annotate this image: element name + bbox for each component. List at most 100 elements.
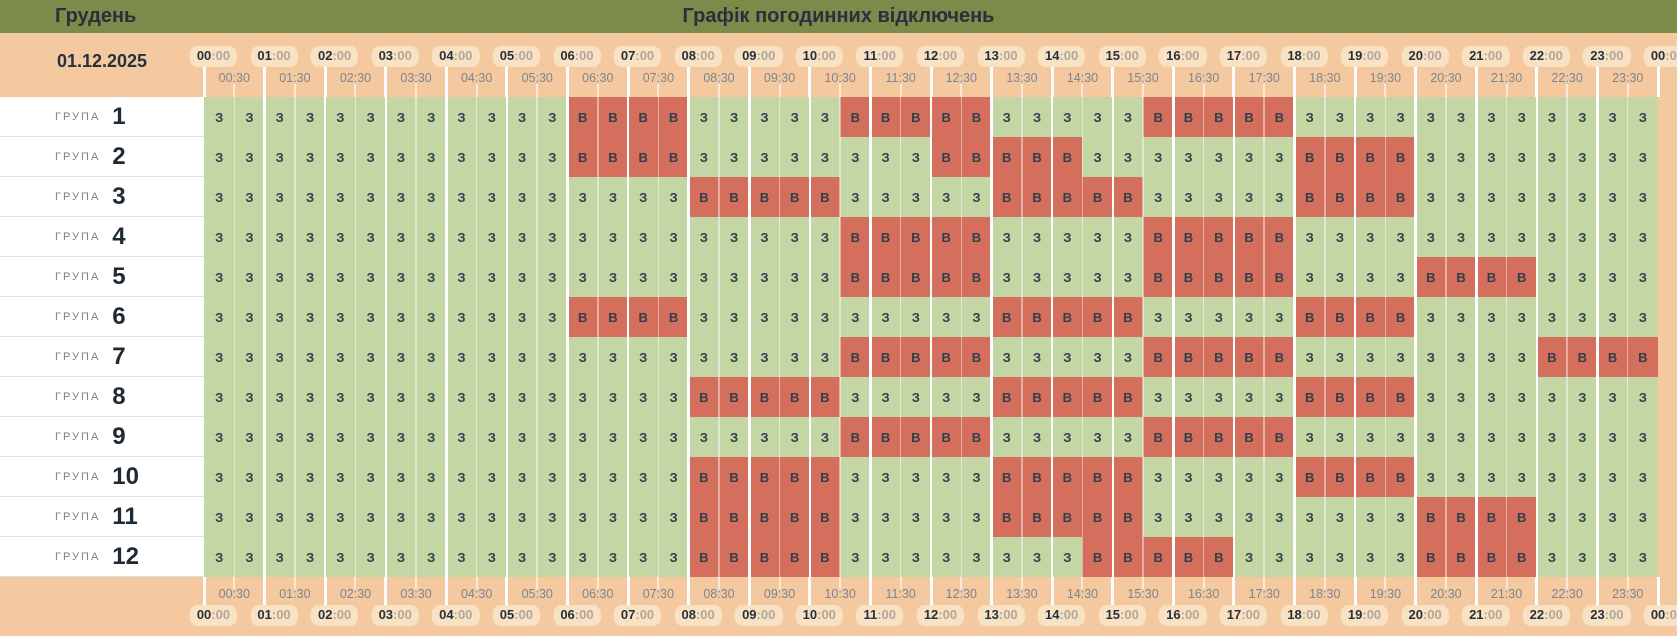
half-hour-label: 16:30 (1187, 71, 1220, 85)
schedule-cell: З (294, 217, 326, 257)
schedule-cell: В (1324, 137, 1356, 177)
hour-pill-hour: 01 (257, 48, 272, 63)
hour-tick (1353, 67, 1357, 97)
schedule-cell: В (1173, 537, 1204, 577)
schedule-cell: В (1264, 257, 1295, 297)
schedule-cell: З (234, 537, 265, 577)
hour-pill-minutes: :00 (817, 48, 836, 63)
half-hour-label: 07:30 (642, 587, 675, 601)
schedule-cell: В (718, 377, 750, 417)
half-hour-tick (899, 84, 902, 97)
schedule-cell: З (718, 217, 750, 257)
schedule-cell: В (1021, 137, 1053, 177)
half-hour-tick (1626, 84, 1629, 97)
schedule-cell: З (385, 377, 417, 417)
schedule-cell: З (1264, 377, 1295, 417)
hour-pill: 23:00 (1583, 605, 1631, 626)
half-hour-label: 00:30 (218, 71, 250, 85)
schedule-cell: З (537, 257, 568, 297)
schedule-cell: В (1203, 257, 1234, 297)
hour-pill: 21:00 (1462, 605, 1510, 626)
schedule-cell: З (204, 537, 235, 577)
schedule-cell: З (506, 417, 538, 457)
schedule-cell: В (1355, 377, 1386, 417)
grid-half-hour-line (1566, 97, 1568, 577)
schedule-cell: З (325, 417, 356, 457)
schedule-cell: З (1264, 537, 1295, 577)
schedule-cell: З (1385, 217, 1416, 257)
schedule-cell: З (628, 377, 659, 417)
group-number: 6 (112, 302, 126, 330)
schedule-cell: В (1627, 337, 1658, 377)
schedule-cell: З (204, 217, 235, 257)
schedule-cell: З (506, 137, 538, 177)
schedule-cell: З (476, 417, 507, 457)
hour-tick (808, 67, 812, 97)
hour-pill-hour: 18 (1287, 607, 1302, 622)
schedule-cell: З (355, 297, 386, 337)
group-caps-label: ГРУПА (55, 430, 101, 443)
schedule-cell: З (234, 497, 265, 537)
schedule-cell: З (446, 177, 477, 217)
schedule-cell: З (718, 137, 750, 177)
hour-pill-minutes: :00 (938, 607, 958, 622)
hour-pill-hour: 23 (1590, 607, 1605, 622)
schedule-cell: В (1233, 337, 1265, 377)
half-hour-tick (354, 84, 357, 97)
half-hour-label: 19:30 (1369, 71, 1402, 85)
schedule-cell: З (749, 417, 780, 457)
grid-half-hour-line (960, 97, 963, 577)
hour-pill-hour: 12 (923, 48, 939, 63)
schedule-cell: В (1203, 337, 1234, 377)
schedule-cell: З (718, 417, 750, 457)
schedule-cell: З (1173, 297, 1204, 337)
half-hour-tick (596, 84, 599, 97)
schedule-cell: З (597, 217, 629, 257)
schedule-cell: З (1476, 457, 1507, 497)
hour-tick (1535, 577, 1539, 606)
schedule-cell: В (567, 137, 598, 177)
schedule-cell: З (506, 497, 538, 537)
schedule-cell: З (1324, 337, 1356, 377)
schedule-cell: В (870, 337, 901, 377)
grid-hour-line (626, 97, 630, 577)
grid-half-hour-line (1626, 97, 1629, 577)
hour-pill: 22:00 (1522, 605, 1570, 626)
schedule-cell: З (1476, 217, 1507, 257)
schedule-cell: З (718, 297, 750, 337)
hour-pill-minutes: :00 (877, 48, 896, 63)
schedule-cell: З (204, 417, 235, 457)
schedule-cell: В (567, 97, 598, 137)
hour-pill-hour: 05 (499, 607, 515, 622)
schedule-cell: В (1082, 297, 1113, 337)
schedule-cell: З (1052, 537, 1083, 577)
schedule-cell: З (1385, 417, 1416, 457)
schedule-cell: З (294, 137, 326, 177)
schedule-cell: В (1355, 137, 1386, 177)
schedule-cell: З (416, 297, 447, 337)
hour-pill-hour: 06 (560, 607, 575, 622)
grid-half-hour-line (1384, 97, 1387, 577)
schedule-cell: В (1385, 177, 1416, 217)
schedule-cell: З (870, 537, 901, 577)
schedule-cell: З (1294, 257, 1325, 297)
schedule-cell: З (870, 137, 901, 177)
schedule-cell: З (1143, 377, 1174, 417)
schedule-cell: З (1294, 497, 1325, 537)
hour-tick (808, 577, 812, 606)
hour-pill: 09:00 (735, 46, 783, 67)
schedule-cell: З (840, 377, 871, 417)
hour-pill-minutes: :00 (1422, 607, 1442, 622)
schedule-cell: В (1415, 497, 1446, 537)
schedule-cell: З (1355, 417, 1386, 457)
half-hour-tick (1263, 577, 1266, 589)
half-hour-tick (657, 84, 660, 97)
schedule-cell: З (506, 377, 538, 417)
schedule-cell: З (1567, 297, 1598, 337)
half-hour-tick (778, 84, 781, 97)
hour-tick (626, 577, 630, 606)
hour-pill-minutes: :00 (1422, 48, 1442, 63)
schedule-cell: З (1627, 417, 1658, 457)
schedule-cell: З (900, 497, 931, 537)
